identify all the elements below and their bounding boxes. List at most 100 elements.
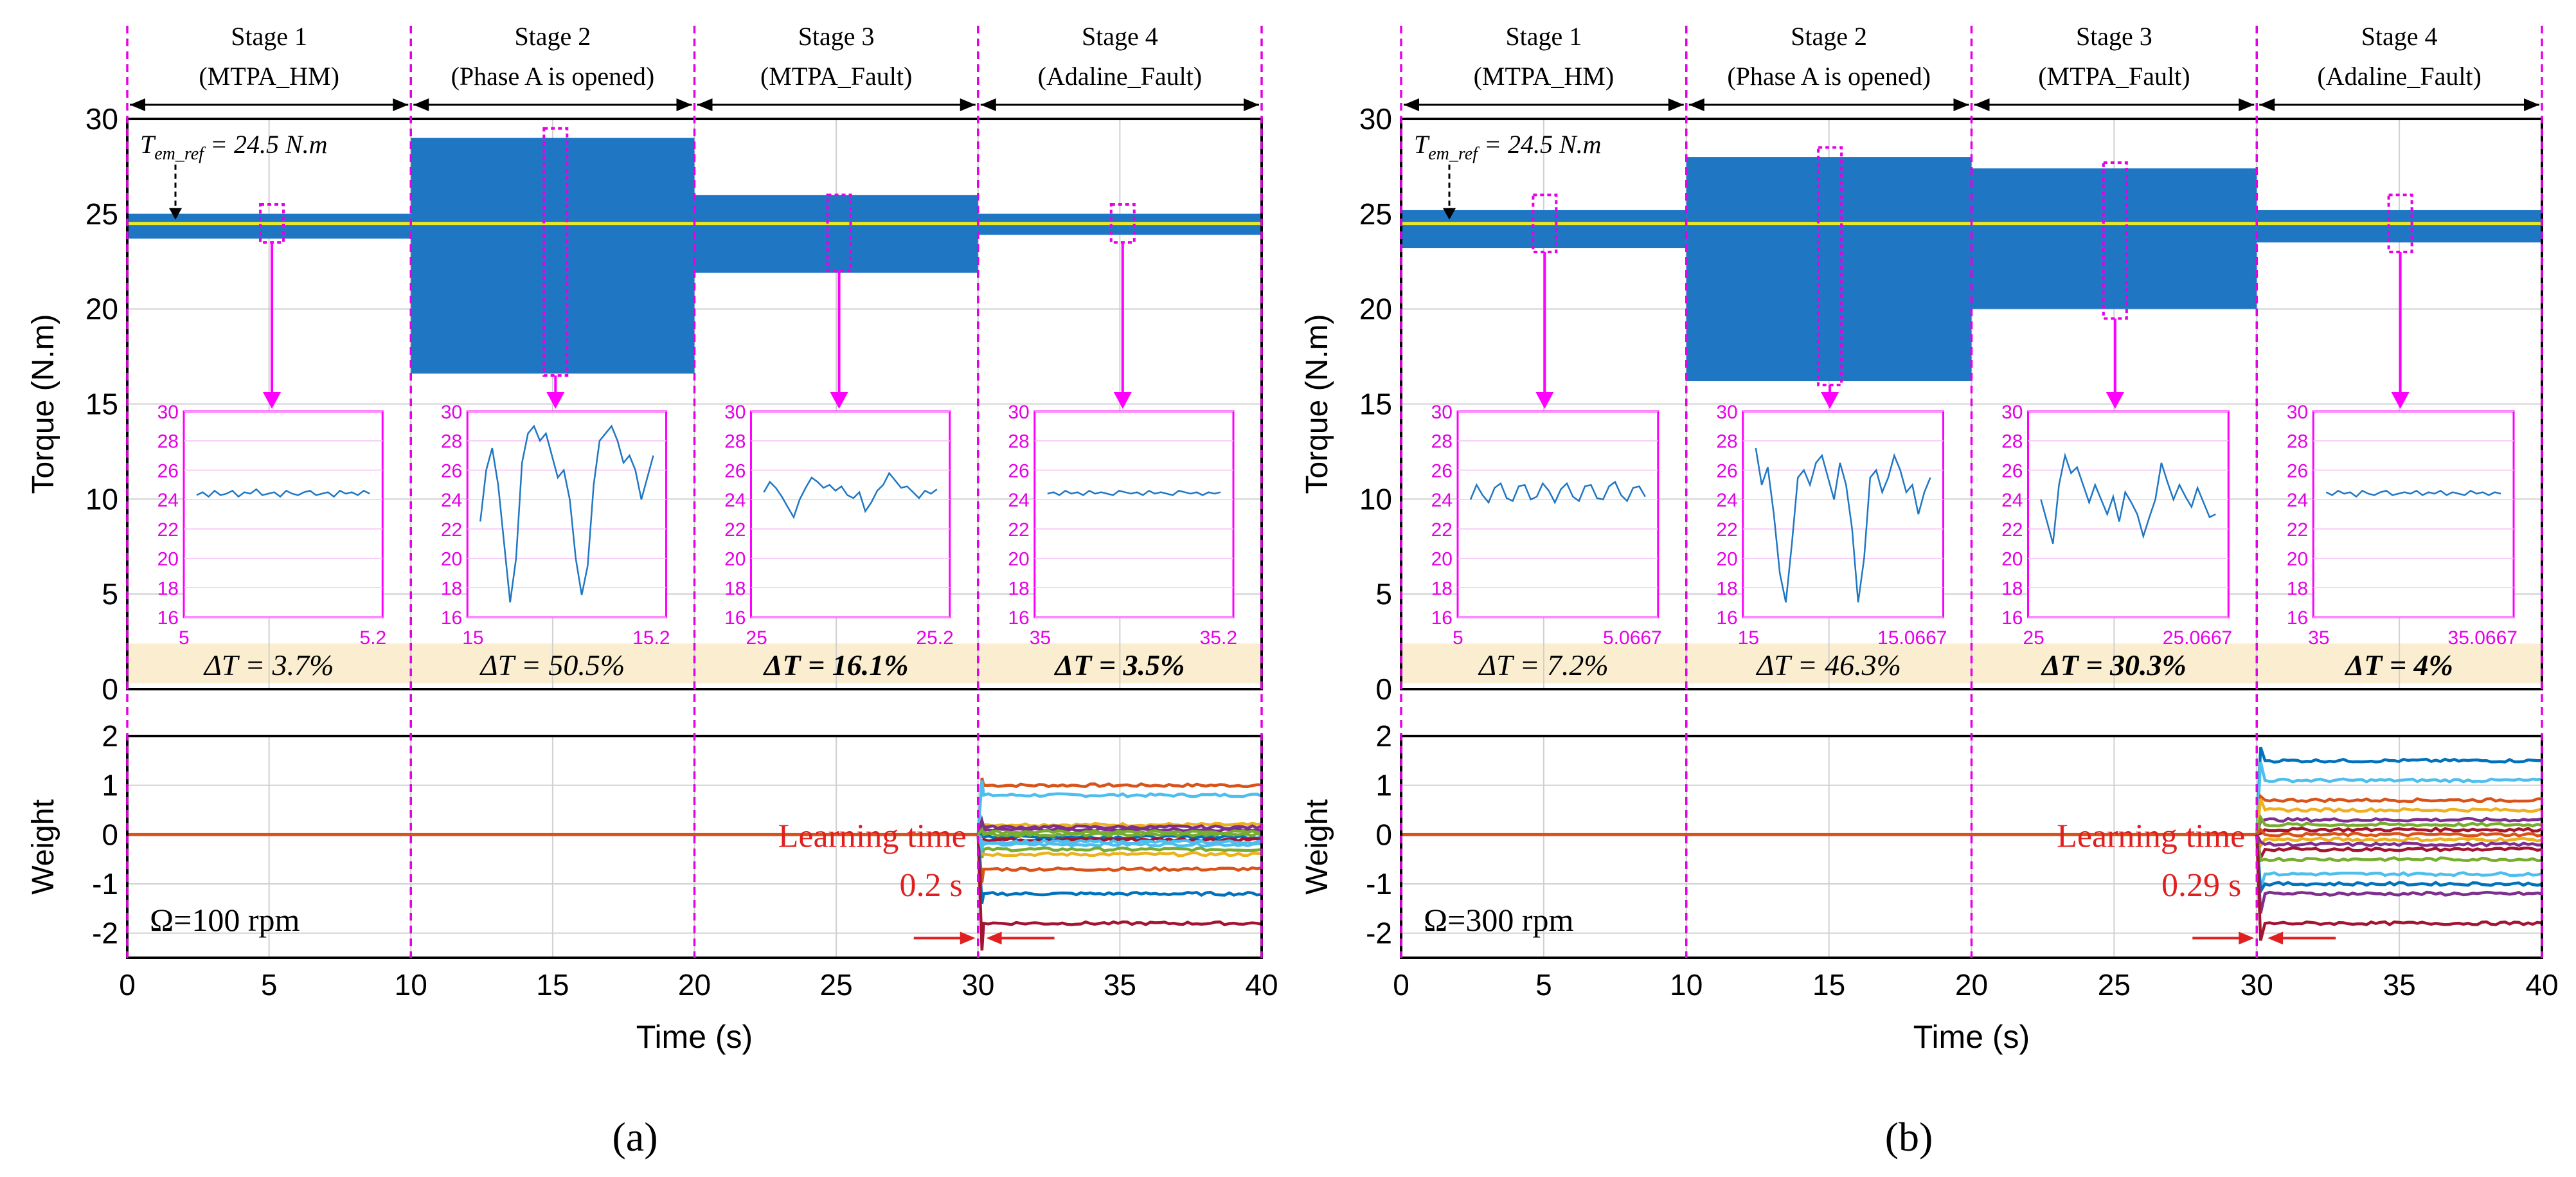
inset-tick-label: 22 [1716, 519, 1737, 541]
stage-title: Stage 1 [231, 22, 307, 51]
learning-arrow-left-head [2239, 931, 2255, 945]
stage-description: (MTPA_Fault) [760, 62, 912, 91]
stage-arrow-head-left [697, 98, 713, 111]
torque-tick-label: 20 [85, 292, 118, 326]
x-tick-label: 15 [536, 968, 569, 1002]
stage-description: (MTPA_Fault) [2038, 62, 2190, 91]
stage-description: (MTPA_HM) [199, 62, 339, 91]
inset-x-label-right: 15.0667 [1877, 627, 1947, 649]
inset-x-label-right: 35.0667 [2448, 627, 2518, 649]
inset-tick-label: 22 [2287, 519, 2308, 541]
inset-tick-label: 16 [2287, 607, 2308, 629]
ripple-label: ΔT = 30.3% [2041, 649, 2187, 681]
inset-tick-label: 24 [1431, 490, 1453, 511]
stage-title: Stage 3 [798, 22, 875, 51]
inset-tick-label: 30 [1716, 402, 1737, 423]
x-tick-label: 40 [1245, 968, 1278, 1002]
stage-arrow-head-left [1404, 98, 1419, 111]
inset-trace [1755, 447, 1931, 603]
inset-tick-label: 16 [1716, 607, 1737, 629]
inset-tick-label: 16 [1008, 607, 1029, 629]
inset-4: 16 18 20 22 24 26 28 30 35 35.2 [1008, 402, 1237, 649]
inset-tick-label: 22 [157, 519, 179, 541]
inset-2: 16 18 20 22 24 26 28 30 15 15.0667 [1716, 402, 1947, 649]
x-axis-label: Time (s) [1913, 1019, 2030, 1055]
inset-tick-label: 20 [2287, 549, 2308, 570]
inset-frame [1456, 410, 1659, 618]
weight-trace [976, 834, 1262, 855]
inset-x-label-left: 15 [462, 627, 483, 649]
x-tick-label: 30 [2241, 968, 2273, 1002]
inset-tick-label: 28 [724, 431, 746, 453]
stage-title: Stage 3 [2076, 22, 2152, 51]
torque-band-stage-2 [411, 138, 695, 374]
inset-4: 16 18 20 22 24 26 28 30 35 35.0667 [2287, 402, 2518, 649]
inset-tick-label: 30 [157, 402, 179, 423]
ripple-label: ΔT = 4% [2344, 649, 2453, 681]
inset-tick-label: 20 [1008, 549, 1029, 570]
weight-tick-label: 0 [102, 818, 118, 851]
inset-x-label-right: 25.2 [916, 627, 953, 649]
inset-trace [1047, 489, 1221, 496]
inset-tick-label: 26 [2287, 460, 2308, 481]
zoom-arrow-head [1535, 392, 1554, 409]
learning-time-label: Learning time [778, 818, 967, 855]
x-tick-label: 25 [2098, 968, 2131, 1002]
weight-trace [2256, 826, 2543, 836]
stage-title: Stage 2 [1791, 22, 1867, 51]
inset-tick-label: 30 [441, 402, 462, 423]
x-tick-label: 35 [1104, 968, 1136, 1002]
weight-y-axis-label: Weight [1300, 799, 1334, 895]
inset-frame [183, 410, 384, 618]
x-tick-label: 10 [1670, 968, 1703, 1002]
inset-tick-label: 22 [1008, 519, 1029, 541]
weight-trace [2255, 793, 2543, 835]
inset-3: 16 18 20 22 24 26 28 30 25 25.0667 [2001, 402, 2232, 649]
learning-time-value: 0.29 s [2161, 867, 2241, 904]
torque-band-stage-1 [127, 213, 411, 239]
stage-title: Stage 2 [514, 22, 591, 51]
torque-y-axis-label: Torque (N.m) [26, 314, 60, 494]
x-tick-label: 20 [678, 968, 711, 1002]
weight-tick-label: 0 [1375, 818, 1392, 851]
reference-pointer-head [169, 208, 182, 220]
inset-tick-label: 28 [1716, 431, 1737, 453]
inset-trace [1469, 480, 1646, 505]
weight-trace [976, 834, 1262, 904]
stage-description: (Phase A is opened) [451, 62, 655, 91]
x-tick-label: 10 [395, 968, 427, 1002]
x-tick-label: 30 [962, 968, 994, 1002]
x-axis-label: Time (s) [636, 1019, 753, 1055]
torque-band-stage-3 [694, 195, 978, 273]
zoom-arrow-head [830, 392, 848, 409]
inset-tick-label: 18 [1008, 578, 1029, 599]
weight-tick-label: 1 [1375, 769, 1392, 802]
stage-arrow-head-right [393, 98, 409, 111]
inset-tick-label: 26 [157, 460, 179, 481]
inset-tick-label: 20 [441, 549, 462, 570]
inset-tick-label: 28 [1431, 431, 1453, 453]
inset-tick-label: 16 [1431, 607, 1453, 629]
inset-tick-label: 18 [1431, 578, 1453, 599]
inset-tick-label: 22 [724, 519, 746, 541]
inset-tick-label: 24 [724, 490, 746, 511]
stage-arrow-head-right [2524, 98, 2539, 111]
zoom-arrow-head [2106, 392, 2124, 409]
inset-tick-label: 24 [441, 490, 462, 511]
inset-tick-label: 18 [724, 578, 746, 599]
torque-tick-label: 0 [102, 672, 118, 706]
inset-tick-label: 22 [441, 519, 462, 541]
x-tick-label: 25 [820, 968, 853, 1002]
weight-trace [976, 834, 1262, 858]
inset-trace [479, 424, 654, 603]
inset-tick-label: 22 [2001, 519, 2023, 541]
inset-tick-label: 30 [2001, 402, 2023, 423]
inset-tick-label: 28 [157, 431, 179, 453]
inset-tick-label: 16 [2001, 607, 2023, 629]
x-tick-label: 40 [2525, 968, 2558, 1002]
stage-description: (MTPA_HM) [1474, 62, 1614, 91]
stage-title: Stage 4 [1082, 22, 1158, 51]
inset-tick-label: 16 [441, 607, 462, 629]
learning-time-label: Learning time [2057, 818, 2245, 855]
